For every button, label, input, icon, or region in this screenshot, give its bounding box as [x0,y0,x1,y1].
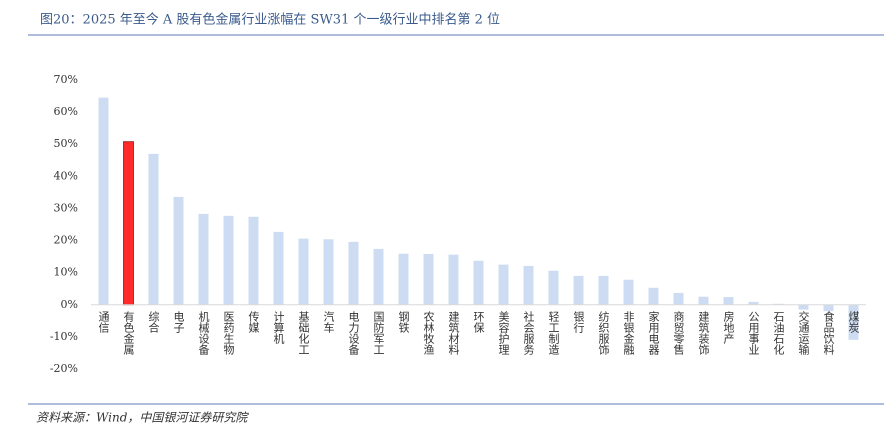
bar [248,216,259,305]
bar [223,215,234,305]
bar [673,292,684,305]
y-tick-label: -10% [50,330,78,343]
bar [198,213,209,305]
x-tick-label: 纺织服饰 [597,309,610,354]
bar [623,279,634,305]
x-tick-label: 基础化工 [297,310,310,354]
x-tick-label: 环保 [472,311,485,334]
x-tick-label: 银行 [572,309,585,333]
y-tick-label: 30% [54,201,78,214]
y-tick-label: 20% [54,234,78,247]
bar [648,287,659,305]
x-tick-label: 电子 [172,310,185,332]
x-tick-label: 钢铁 [397,310,410,332]
bar [148,153,159,305]
x-tick-label: 国防军工 [372,310,385,354]
bar [723,297,734,305]
x-tick-label: 通信 [97,310,110,333]
x-tick-label: 煤炭 [847,310,860,333]
bar [448,254,459,305]
x-tick-label: 社会服务 [522,309,535,354]
bar [298,238,309,305]
bar [98,97,109,305]
bar [823,304,834,312]
y-tick-label: 70% [54,73,78,86]
x-tick-label: 电力设备 [347,310,360,355]
bar [848,304,859,340]
bar [748,301,759,305]
bar [523,265,534,305]
x-tick-label: 机械设备 [197,309,210,355]
y-tick-label: 10% [54,266,78,279]
y-tick-label: 60% [54,105,78,118]
x-tick-label: 有色金属 [122,309,135,355]
bar [598,275,609,305]
y-tick-label: 40% [54,169,78,182]
bar [573,275,584,305]
x-tick-label: 综合 [147,309,160,332]
bar [348,241,359,305]
y-tick-label: 50% [54,137,78,150]
x-tick-label: 食品饮料 [822,309,835,355]
bar [473,260,484,305]
bar [498,264,509,305]
bar [548,270,559,305]
x-tick-label: 交通运输 [797,309,810,355]
x-tick-label: 商贸零售 [672,309,685,355]
x-tick-label: 美容护理 [497,310,510,354]
x-tick-label: 建筑材料 [447,309,460,355]
y-tick-label: -20% [50,362,78,375]
bar [423,254,434,305]
bar [323,239,334,305]
x-tick-label: 石油石化 [772,311,785,356]
x-tick-label: 传媒 [247,310,260,333]
x-tick-label: 家用电器 [647,309,660,355]
bar [398,253,409,305]
x-tick-label: 计算机 [272,310,285,343]
x-tick-label: 医药生物 [222,311,235,355]
y-tick-label: 0% [61,298,78,311]
x-tick-label: 非银金融 [622,310,635,355]
x-tick-label: 轻工制造 [547,309,560,354]
source-note: 资料来源：Wind，中国银河证券研究院 [36,411,249,425]
bar [173,196,184,305]
x-tick-label: 公用事业 [747,311,760,355]
x-tick-label: 汽车 [322,309,335,333]
bar [698,296,709,305]
bar [798,304,809,310]
bar [273,231,284,305]
x-tick-label: 农林牧渔 [422,309,435,355]
bar [373,248,384,305]
chart-title: 图20：2025 年至今 A 股有色金属行业涨幅在 SW31 个一级行业中排名第… [40,12,500,28]
x-tick-label: 建筑装饰 [697,309,710,354]
bar [123,141,134,306]
x-tick-label: 房地产 [722,310,735,344]
